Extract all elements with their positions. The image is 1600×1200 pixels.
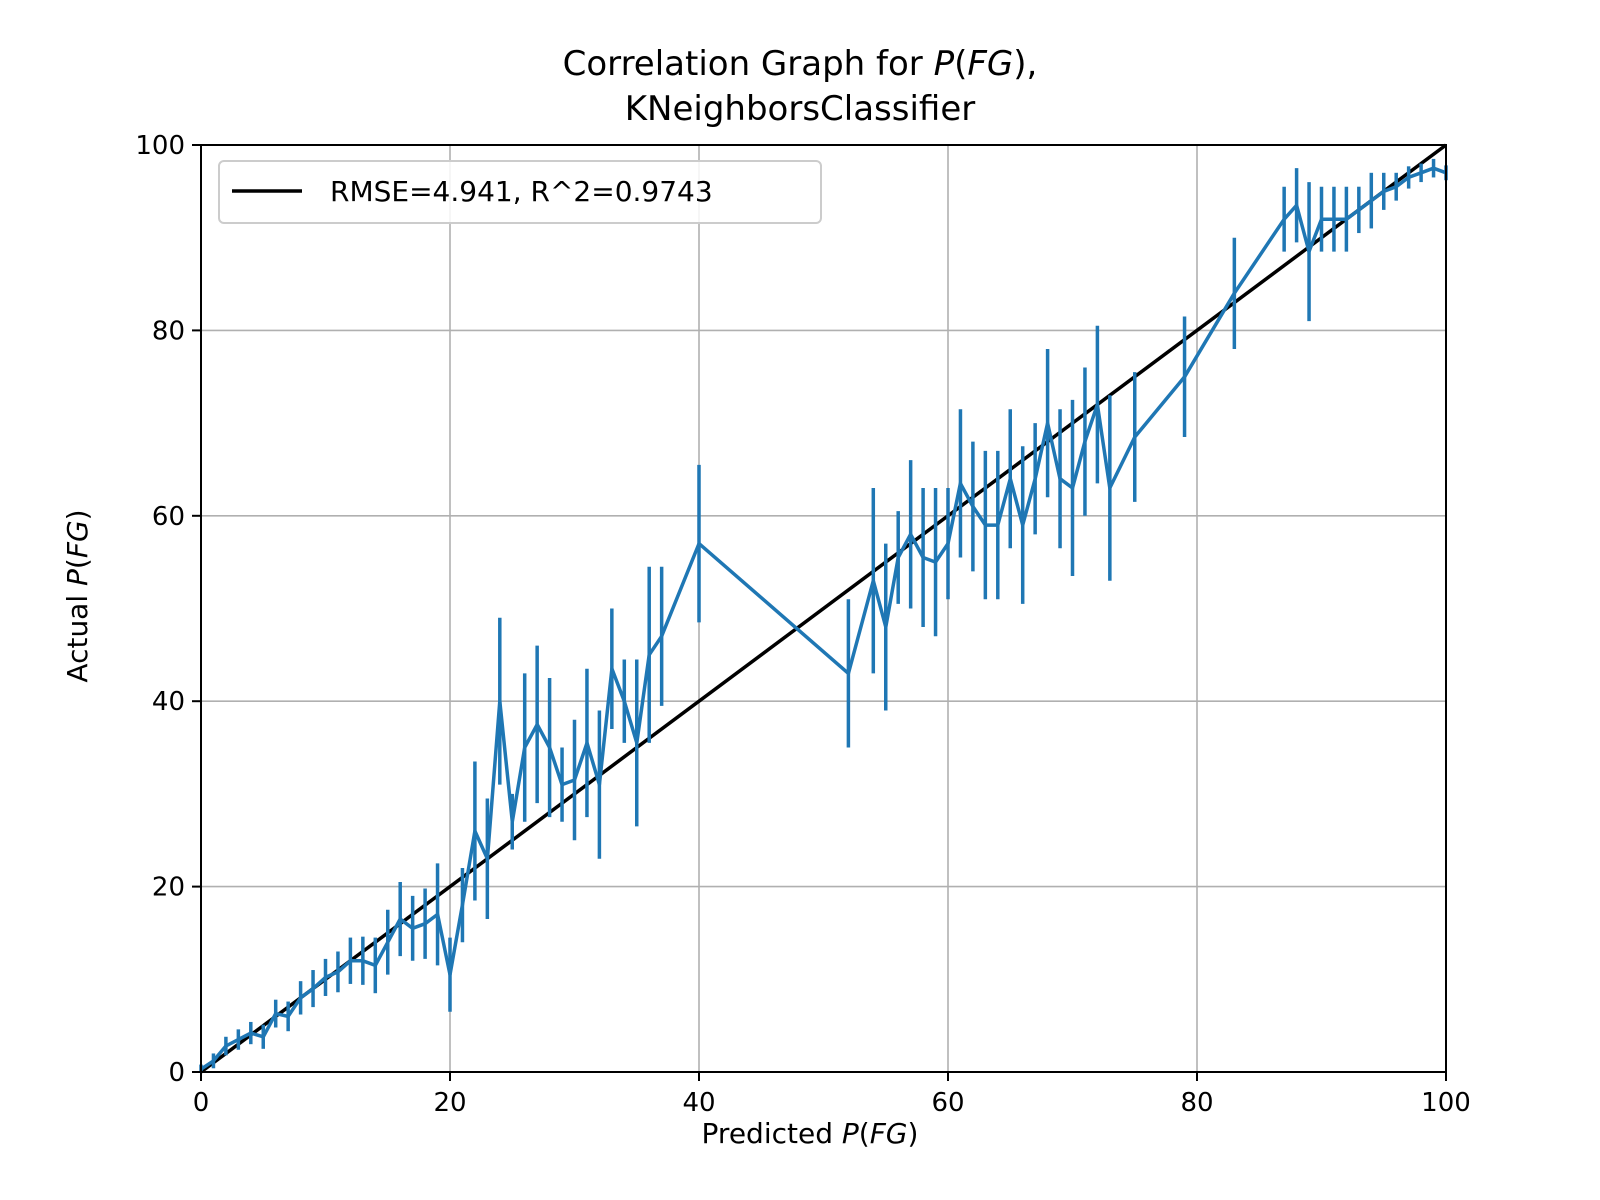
reference-line-layer [199,143,1448,1074]
x-tick-label: 60 [931,1088,964,1118]
x-tick-label: 80 [1180,1088,1213,1118]
legend-box [218,160,822,224]
axis-ticks: 0 20 40 60 80 100 0 20 40 60 80 100 [135,131,1470,1118]
x-tick-label: 20 [433,1088,466,1118]
x-tick-label: 100 [1421,1088,1471,1118]
x-tick-label: 40 [682,1088,715,1118]
chart-title-line-2: KNeighborsClassifier [625,89,976,129]
y-tick-label: 40 [152,687,185,717]
legend-label: RMSE=4.941, R^2=0.9743 [330,175,713,208]
plot-frame [200,144,1447,1073]
x-axis-label: Predicted P(FG) [702,1117,919,1150]
y-tick-label: 100 [135,131,185,161]
series-layer [199,158,1448,1072]
series-line [200,166,1447,1071]
x-tick-label: 0 [193,1088,210,1118]
reference-line [199,143,1448,1074]
y-tick-label: 60 [152,502,185,532]
legend: RMSE=4.941, R^2=0.9743 [218,160,822,224]
y-tick-label: 0 [168,1058,185,1088]
chart-title-line-1: Correlation Graph for P(FG), [563,44,1038,84]
y-tick-label: 80 [152,316,185,346]
y-tick-label: 20 [152,873,185,903]
y-axis-label: Actual P(FG) [61,509,94,682]
